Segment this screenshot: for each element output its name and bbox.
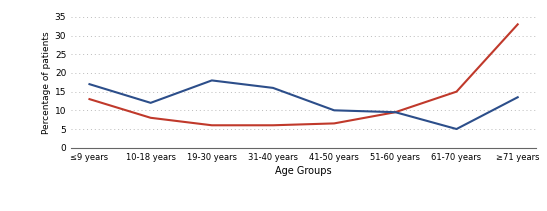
Male [514,96,521,99]
Female [453,90,460,93]
Female [208,124,215,127]
Y-axis label: Percentage of patients: Percentage of patients [42,31,50,134]
Male [270,87,276,89]
X-axis label: Age Groups: Age Groups [275,166,332,176]
Male [392,111,399,114]
Male [331,109,337,112]
Male [453,128,460,130]
Female [514,23,521,26]
Line: Female: Female [90,24,517,125]
Male [208,79,215,82]
Female [86,98,93,100]
Male [86,83,93,85]
Female [270,124,276,127]
Female [392,111,399,114]
Male [147,101,154,104]
Female [331,122,337,125]
Female [147,116,154,119]
Line: Male: Male [90,80,517,129]
